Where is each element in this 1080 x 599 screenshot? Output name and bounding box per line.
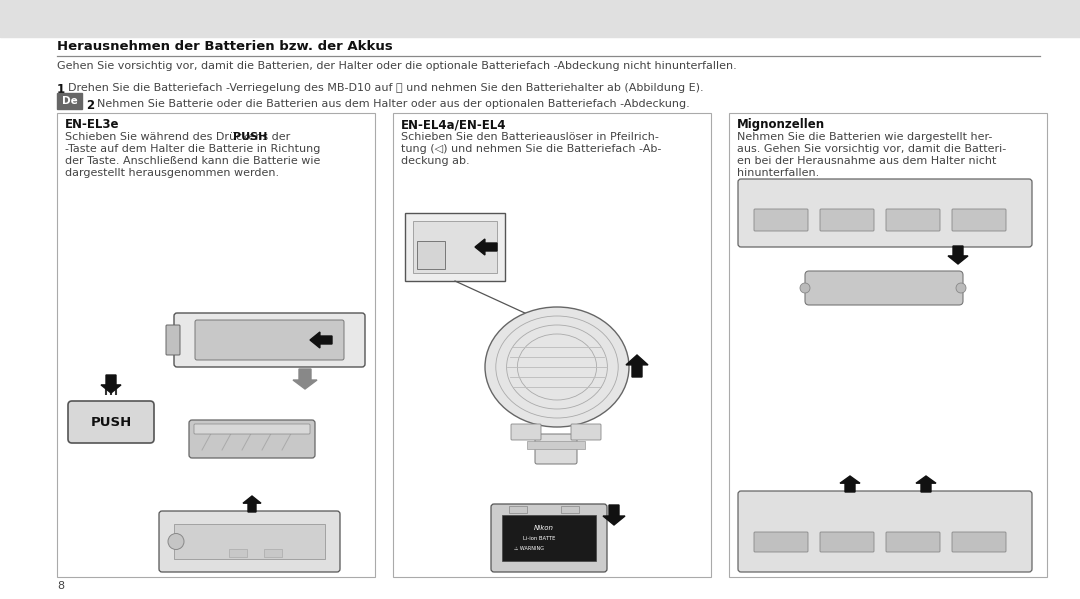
Polygon shape [840, 476, 860, 492]
FancyBboxPatch shape [951, 532, 1005, 552]
Text: De: De [62, 96, 78, 106]
FancyBboxPatch shape [535, 434, 577, 464]
Text: Li-ion BATTE: Li-ion BATTE [523, 536, 555, 540]
Text: Mignonzellen: Mignonzellen [737, 118, 825, 131]
FancyBboxPatch shape [194, 424, 310, 434]
Bar [57, 93, 82, 109]
Text: hinunterfallen.: hinunterfallen. [737, 168, 820, 178]
Bar [509, 506, 527, 513]
Polygon shape [626, 355, 648, 377]
Bar [561, 506, 579, 513]
Text: 8: 8 [57, 581, 64, 591]
Ellipse shape [485, 307, 629, 427]
Bar [417, 241, 445, 269]
Text: Nehmen Sie Batterie oder die Batterien aus dem Halter oder aus der optionalen Ba: Nehmen Sie Batterie oder die Batterien a… [97, 99, 690, 109]
FancyBboxPatch shape [491, 504, 607, 572]
Bar [413, 221, 497, 273]
Text: ⚠ WARNING: ⚠ WARNING [514, 546, 544, 550]
Bar [174, 524, 325, 559]
Text: en bei der Herausnahme aus dem Halter nicht: en bei der Herausnahme aus dem Halter ni… [737, 156, 997, 166]
Text: dargestellt herausgenommen werden.: dargestellt herausgenommen werden. [65, 168, 279, 178]
Bar [527, 441, 585, 449]
Text: 1: 1 [57, 83, 65, 96]
FancyBboxPatch shape [754, 209, 808, 231]
Polygon shape [310, 332, 332, 348]
FancyBboxPatch shape [195, 320, 345, 360]
FancyBboxPatch shape [754, 532, 808, 552]
Text: EN-EL4a/EN-EL4: EN-EL4a/EN-EL4 [401, 118, 507, 131]
Text: Nikon: Nikon [534, 525, 554, 531]
Text: deckung ab.: deckung ab. [401, 156, 470, 166]
Text: EN-EL3e: EN-EL3e [65, 118, 120, 131]
FancyBboxPatch shape [159, 511, 340, 572]
Text: 2: 2 [86, 99, 94, 112]
Polygon shape [948, 246, 968, 264]
FancyBboxPatch shape [738, 491, 1032, 572]
Circle shape [168, 534, 184, 549]
Text: -Taste auf dem Halter die Batterie in Richtung: -Taste auf dem Halter die Batterie in Ri… [65, 144, 321, 154]
Bar [393, 113, 711, 577]
Polygon shape [603, 505, 625, 525]
Bar [0, 0, 1080, 37]
Polygon shape [916, 476, 936, 492]
Polygon shape [102, 375, 121, 393]
Text: Schieben Sie während des Drückens der: Schieben Sie während des Drückens der [65, 132, 294, 142]
Bar [264, 549, 282, 557]
FancyBboxPatch shape [174, 313, 365, 367]
FancyBboxPatch shape [68, 401, 154, 443]
Text: Herausnehmen der Batterien bzw. der Akkus: Herausnehmen der Batterien bzw. der Akku… [57, 40, 393, 53]
FancyBboxPatch shape [166, 325, 180, 355]
Text: PUSH: PUSH [233, 132, 268, 142]
FancyBboxPatch shape [738, 179, 1032, 247]
Bar [229, 549, 247, 557]
FancyBboxPatch shape [805, 271, 963, 305]
FancyBboxPatch shape [886, 209, 940, 231]
FancyBboxPatch shape [820, 532, 874, 552]
FancyBboxPatch shape [951, 209, 1005, 231]
Bar [502, 515, 596, 561]
Text: Schieben Sie den Batterieauslöser in Pfeilrich-: Schieben Sie den Batterieauslöser in Pfe… [401, 132, 659, 142]
FancyBboxPatch shape [405, 213, 505, 281]
FancyBboxPatch shape [511, 424, 541, 440]
Text: der Taste. Anschließend kann die Batterie wie: der Taste. Anschließend kann die Batteri… [65, 156, 321, 166]
Text: Drehen Sie die Batteriefach -Verriegelung des MB-D10 auf Ⓢ und nehmen Sie den Ba: Drehen Sie die Batteriefach -Verriegelun… [68, 83, 704, 93]
Text: PUSH: PUSH [91, 416, 132, 428]
Circle shape [800, 283, 810, 293]
Polygon shape [243, 496, 261, 512]
Text: tung (◁) und nehmen Sie die Batteriefach -Ab-: tung (◁) und nehmen Sie die Batteriefach… [401, 144, 661, 154]
FancyBboxPatch shape [189, 420, 315, 458]
FancyBboxPatch shape [820, 209, 874, 231]
FancyBboxPatch shape [886, 532, 940, 552]
Bar [729, 113, 1047, 577]
Text: Nehmen Sie die Batterien wie dargestellt her-: Nehmen Sie die Batterien wie dargestellt… [737, 132, 993, 142]
Text: Gehen Sie vorsichtig vor, damit die Batterien, der Halter oder die optionale Bat: Gehen Sie vorsichtig vor, damit die Batt… [57, 61, 737, 71]
Bar [57, 113, 375, 577]
Circle shape [956, 283, 966, 293]
FancyBboxPatch shape [571, 424, 600, 440]
Text: aus. Gehen Sie vorsichtig vor, damit die Batteri-: aus. Gehen Sie vorsichtig vor, damit die… [737, 144, 1007, 154]
Polygon shape [293, 369, 318, 389]
Polygon shape [475, 239, 497, 255]
